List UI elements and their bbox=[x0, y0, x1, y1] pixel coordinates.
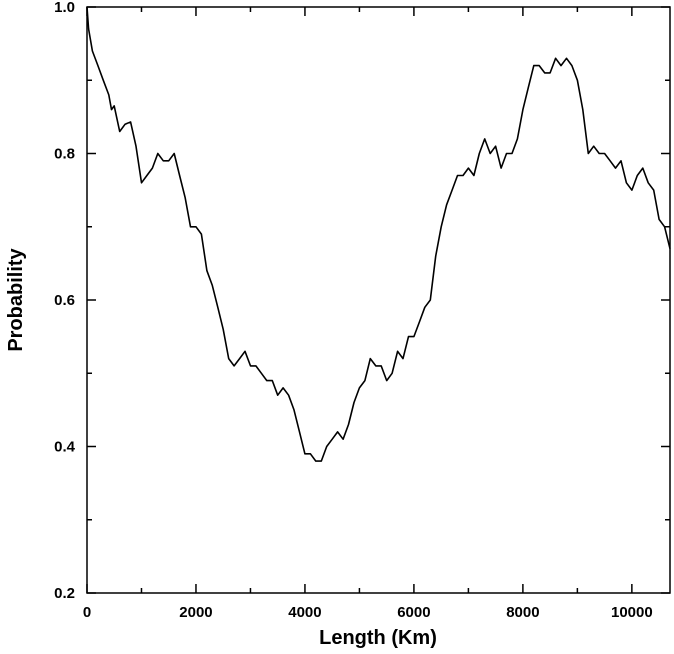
y-tick-label: 0.2 bbox=[54, 585, 75, 602]
x-axis-title: Length (Km) bbox=[319, 627, 437, 649]
y-tick-label: 0.8 bbox=[54, 146, 75, 163]
y-tick-label: 1.0 bbox=[54, 0, 75, 16]
x-tick-label: 8000 bbox=[506, 604, 539, 621]
x-tick-label: 6000 bbox=[397, 604, 430, 621]
probability-line bbox=[86, 6, 671, 462]
axis-tick-labels: 0.2 0.4 0.6 0.8 1.0 0 2000 4000 6000 8000 10000 bbox=[54, 0, 653, 621]
y-tick-label: 0.4 bbox=[54, 439, 76, 456]
y-tick-label: 0.6 bbox=[54, 292, 75, 309]
x-tick-label: 4000 bbox=[288, 604, 321, 621]
y-axis-title: Probability bbox=[5, 247, 27, 351]
plot-frame bbox=[86, 6, 671, 594]
x-tick-label: 0 bbox=[83, 604, 91, 621]
x-tick-label: 10000 bbox=[611, 604, 653, 621]
axis-ticks bbox=[86, 6, 670, 594]
x-tick-label: 2000 bbox=[179, 604, 212, 621]
